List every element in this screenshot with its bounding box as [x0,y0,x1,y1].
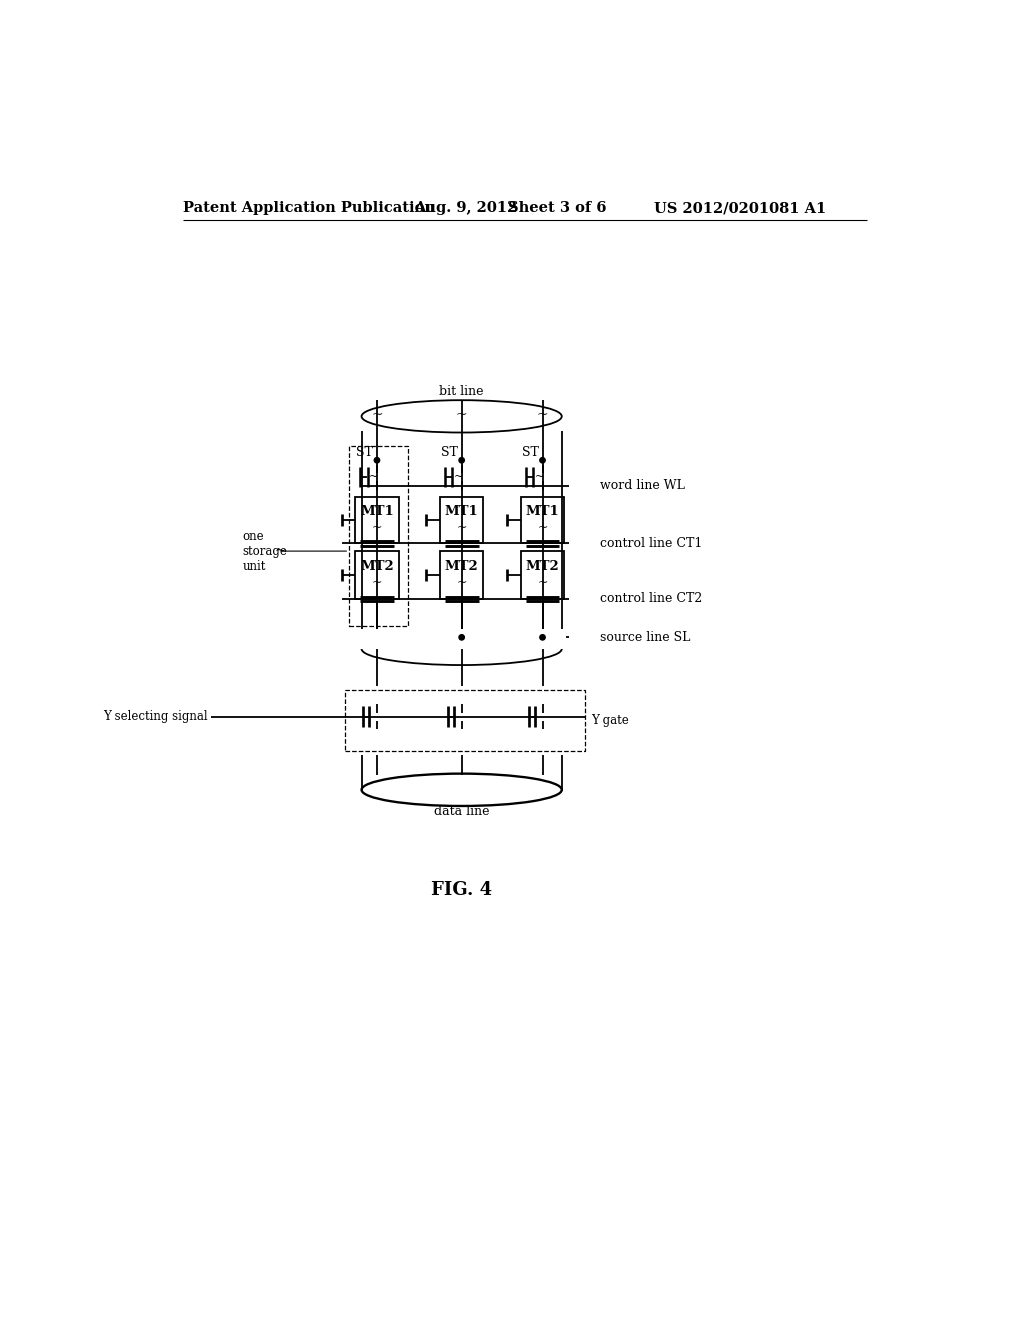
Text: Aug. 9, 2012: Aug. 9, 2012 [414,202,517,215]
Text: MT2: MT2 [444,560,478,573]
Text: word line WL: word line WL [600,479,685,492]
Text: ~: ~ [370,473,379,482]
Bar [521,498,564,544]
Text: Sheet 3 of 6: Sheet 3 of 6 [508,202,606,215]
Text: ~: ~ [457,520,467,533]
Text: one
storage
unit: one storage unit [243,529,287,573]
Text: FIG. 4: FIG. 4 [431,880,493,899]
Bar [440,552,483,599]
Text: ~: ~ [274,544,287,558]
Text: Y selecting signal: Y selecting signal [103,710,208,723]
Text: ST: ST [356,446,373,459]
Text: ~: ~ [372,576,382,589]
Text: ~: ~ [537,408,548,422]
Text: ~: ~ [457,576,467,589]
Text: data line: data line [434,805,489,818]
Bar [357,628,565,649]
Text: Y gate: Y gate [591,714,629,727]
Text: ~: ~ [538,520,548,533]
Text: MT1: MT1 [444,506,478,519]
Text: ~: ~ [456,408,468,422]
Text: ST: ST [522,446,539,459]
Circle shape [374,458,380,463]
Circle shape [459,458,464,463]
Text: ~: ~ [372,520,382,533]
Circle shape [459,635,464,640]
Bar [440,498,483,544]
Bar [345,689,585,751]
Circle shape [540,635,545,640]
Text: MT1: MT1 [525,506,559,519]
Text: MT2: MT2 [525,560,559,573]
Bar [355,498,398,544]
Text: Patent Application Publication: Patent Application Publication [183,202,435,215]
Text: ~: ~ [538,576,548,589]
Bar [355,552,398,599]
Circle shape [540,458,545,463]
Text: ~: ~ [535,473,544,482]
Text: control line CT1: control line CT1 [600,537,702,550]
Text: MT1: MT1 [360,506,394,519]
Text: ~: ~ [454,473,463,482]
Bar [349,446,408,626]
Text: US 2012/0201081 A1: US 2012/0201081 A1 [654,202,826,215]
Text: MT2: MT2 [360,560,394,573]
Bar [521,552,564,599]
Text: bit line: bit line [439,385,484,399]
Text: source line SL: source line SL [600,631,690,644]
Text: control line CT2: control line CT2 [600,593,702,606]
Text: ~: ~ [371,408,383,422]
Text: ST: ST [441,446,458,459]
